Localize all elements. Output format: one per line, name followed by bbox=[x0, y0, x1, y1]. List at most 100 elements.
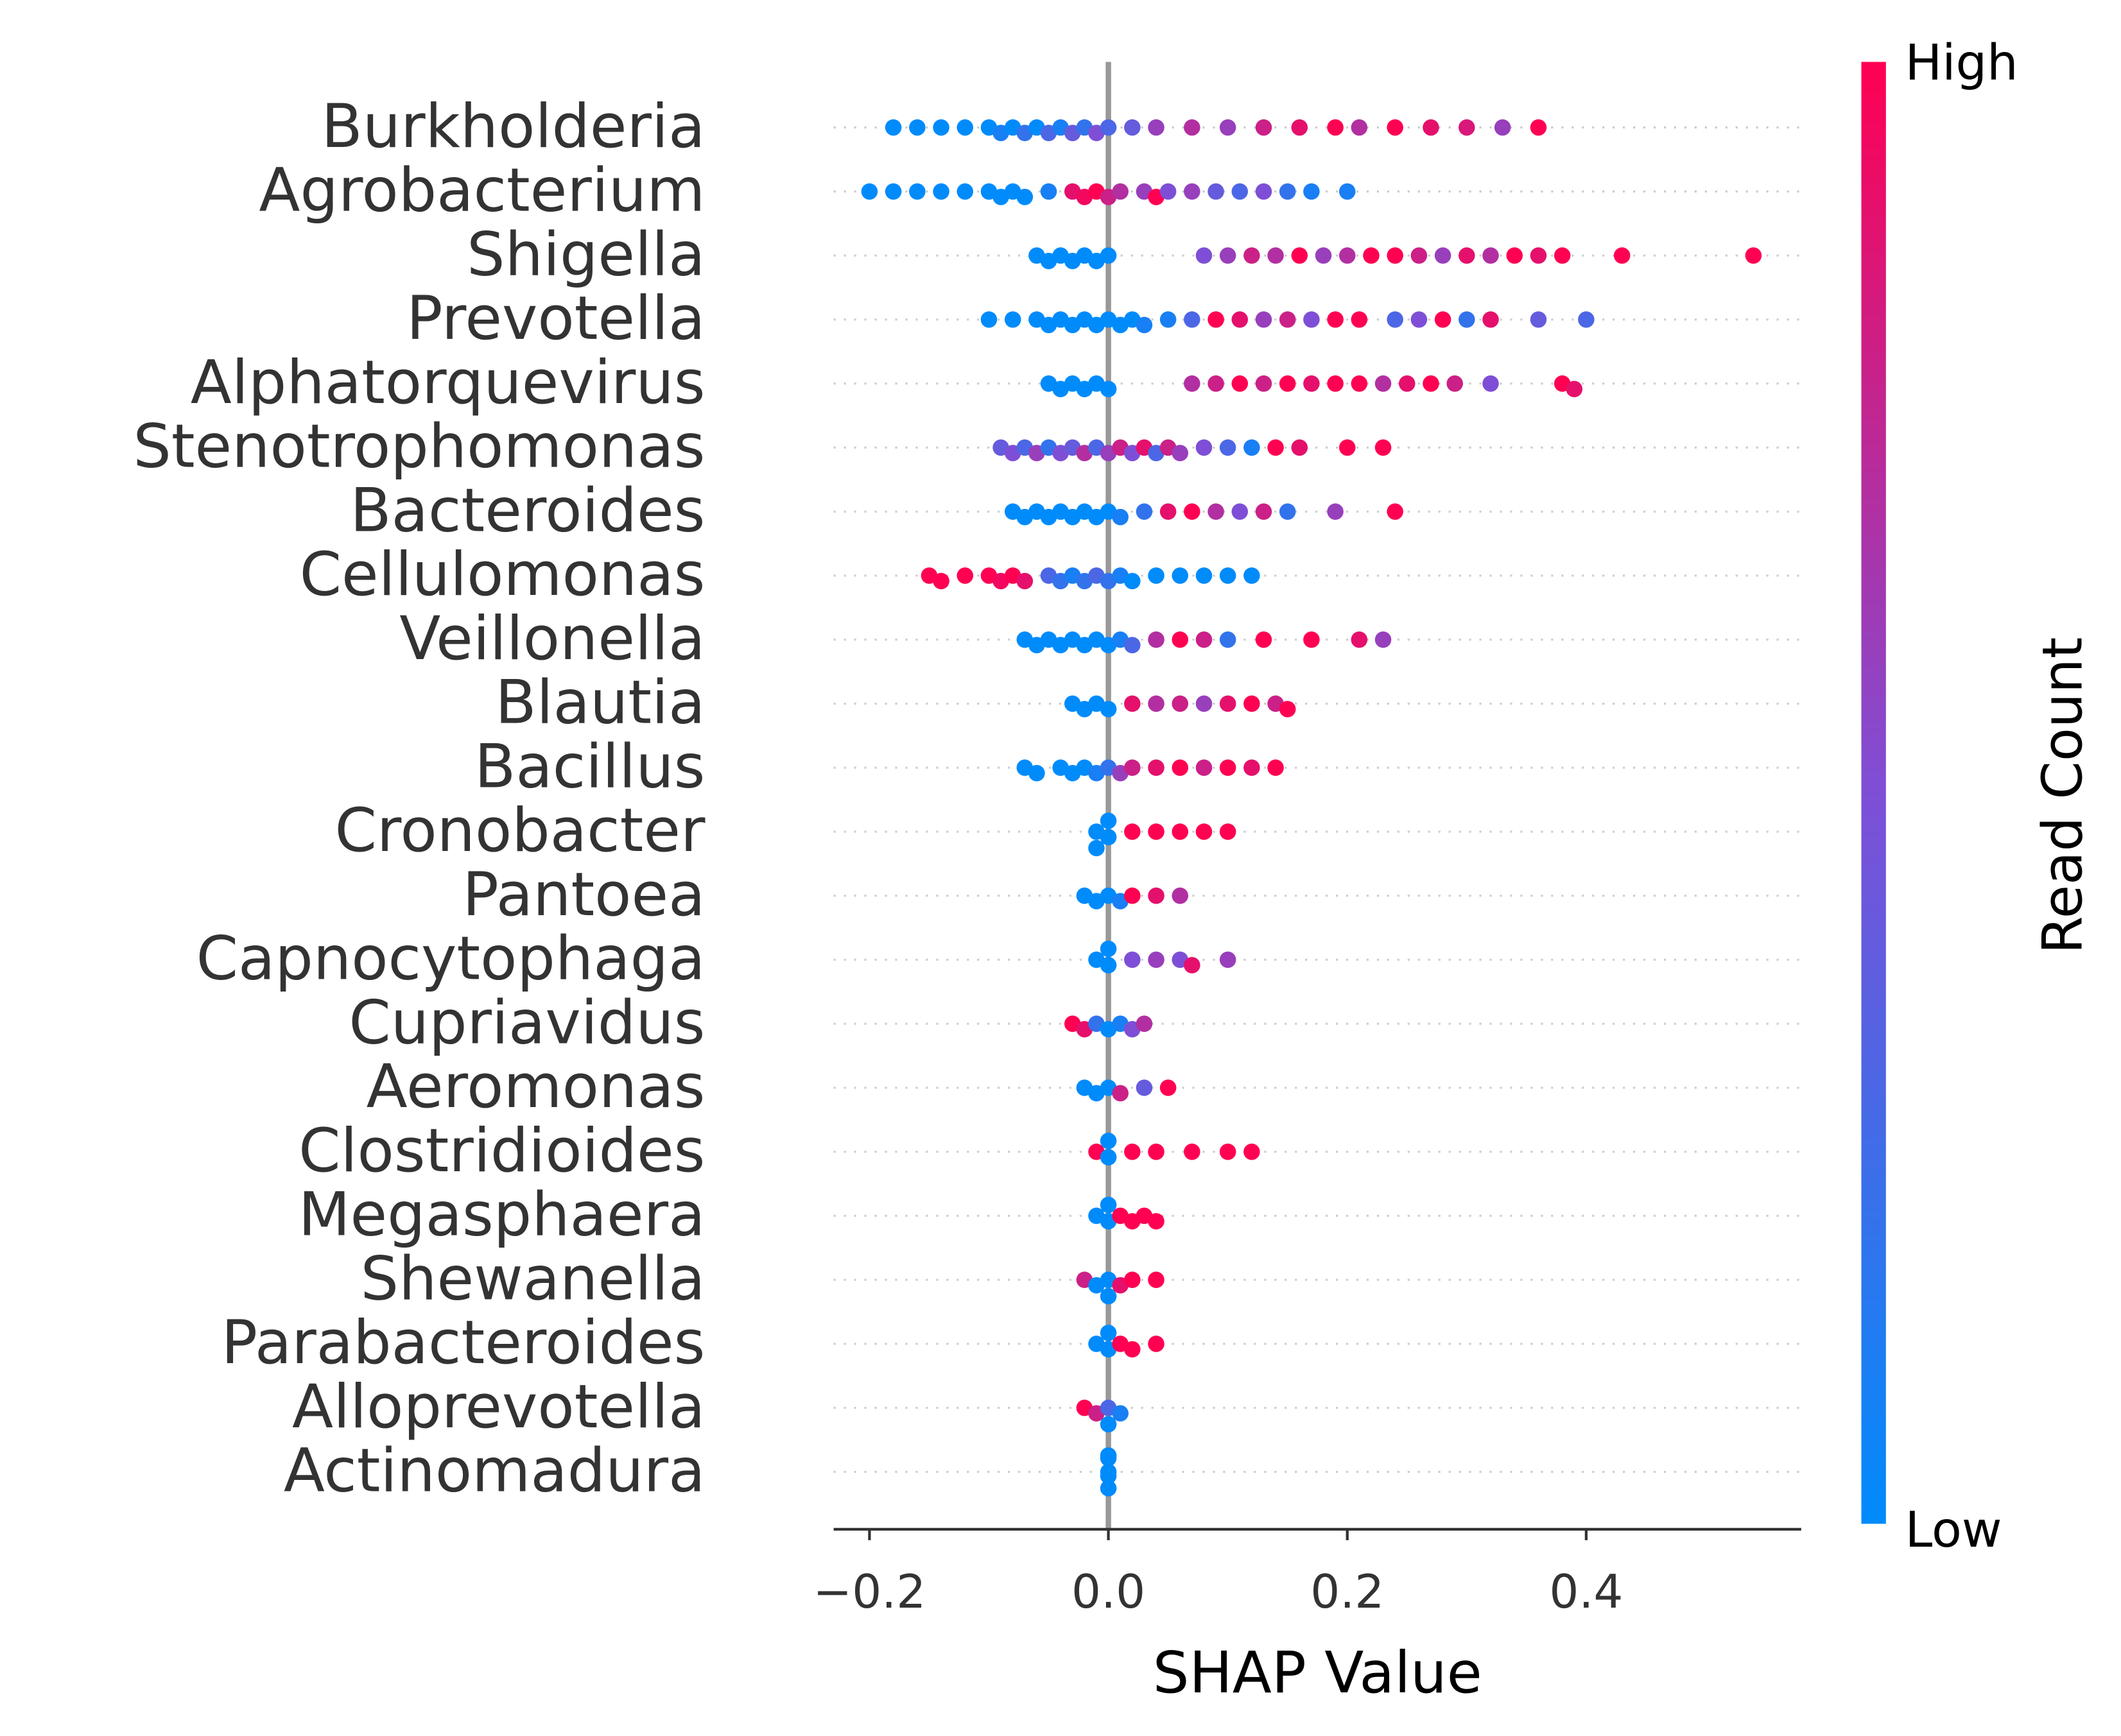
colorbar-label: Read Count bbox=[2031, 637, 2095, 954]
feature-label: Clostridioides bbox=[299, 1116, 705, 1186]
point bbox=[1136, 1079, 1153, 1096]
point bbox=[1399, 375, 1415, 392]
point bbox=[1279, 701, 1296, 718]
x-axis-label: SHAP Value bbox=[1153, 1640, 1482, 1706]
point bbox=[1208, 183, 1224, 200]
point bbox=[1148, 823, 1164, 840]
point bbox=[1100, 247, 1117, 264]
point bbox=[1100, 1132, 1117, 1149]
point bbox=[1208, 375, 1224, 392]
point bbox=[1219, 119, 1236, 136]
point bbox=[885, 119, 902, 136]
point bbox=[1291, 247, 1308, 264]
point bbox=[1148, 887, 1164, 904]
point bbox=[1243, 439, 1260, 456]
point bbox=[1148, 1271, 1164, 1288]
point bbox=[1148, 1336, 1164, 1352]
point bbox=[1172, 631, 1189, 648]
feature-label: Veillonella bbox=[399, 604, 705, 674]
point bbox=[1231, 311, 1249, 328]
point bbox=[1267, 247, 1284, 264]
point bbox=[1363, 247, 1380, 264]
point bbox=[1279, 503, 1296, 520]
point bbox=[1459, 311, 1475, 328]
point bbox=[1387, 311, 1403, 328]
point bbox=[933, 572, 949, 590]
point bbox=[1100, 1416, 1117, 1433]
point bbox=[1446, 375, 1463, 392]
point bbox=[1279, 311, 1296, 328]
point bbox=[1159, 183, 1177, 200]
feature-label: Bacteroides bbox=[350, 476, 705, 546]
point bbox=[1219, 951, 1236, 968]
x-tick-label: −0.2 bbox=[813, 1565, 926, 1619]
point bbox=[1100, 940, 1117, 958]
point bbox=[1148, 951, 1164, 968]
point bbox=[1374, 631, 1392, 648]
point bbox=[1434, 247, 1451, 264]
point bbox=[1195, 695, 1213, 712]
point bbox=[1327, 119, 1344, 136]
point bbox=[1410, 247, 1428, 264]
point bbox=[957, 183, 974, 200]
point bbox=[1172, 695, 1189, 712]
feature-label: Actinomadura bbox=[284, 1436, 706, 1506]
point bbox=[1136, 503, 1153, 520]
point bbox=[1100, 1325, 1117, 1341]
point bbox=[1255, 311, 1272, 328]
point bbox=[1459, 247, 1475, 264]
point bbox=[1184, 957, 1200, 974]
point bbox=[1255, 631, 1272, 648]
point bbox=[1100, 812, 1117, 829]
point bbox=[1255, 375, 1272, 392]
x-tick-label: 0.2 bbox=[1310, 1565, 1384, 1619]
x-tick-label: 0.4 bbox=[1549, 1565, 1623, 1619]
point bbox=[885, 183, 902, 200]
point bbox=[1124, 637, 1141, 653]
point bbox=[1208, 503, 1224, 520]
point bbox=[1136, 1015, 1153, 1032]
point bbox=[1243, 247, 1260, 264]
feature-label: Blautia bbox=[495, 668, 705, 738]
points bbox=[861, 119, 1762, 1497]
point bbox=[1172, 823, 1189, 840]
point bbox=[1219, 695, 1236, 712]
point bbox=[1148, 1143, 1164, 1160]
feature-label: Agrobacterium bbox=[259, 156, 705, 226]
point bbox=[1459, 119, 1475, 136]
point bbox=[1291, 439, 1308, 456]
point bbox=[1124, 1341, 1141, 1358]
point bbox=[1279, 183, 1296, 200]
point bbox=[1243, 695, 1260, 712]
point bbox=[933, 183, 949, 200]
point bbox=[1124, 759, 1141, 776]
point bbox=[1387, 247, 1403, 264]
point bbox=[1530, 247, 1547, 264]
point bbox=[1351, 631, 1368, 648]
point bbox=[1303, 375, 1320, 392]
feature-label: Aeromonas bbox=[367, 1052, 706, 1122]
point bbox=[861, 183, 878, 200]
feature-label: Burkholderia bbox=[321, 92, 705, 162]
point bbox=[909, 119, 926, 136]
point bbox=[1530, 119, 1547, 136]
point bbox=[1530, 311, 1547, 328]
point bbox=[1100, 957, 1117, 974]
point bbox=[1303, 183, 1320, 200]
point bbox=[980, 311, 998, 328]
point bbox=[1303, 631, 1320, 648]
point bbox=[1184, 119, 1200, 136]
point bbox=[1255, 503, 1272, 520]
point bbox=[1219, 759, 1236, 776]
point bbox=[1482, 311, 1499, 328]
point bbox=[957, 567, 974, 584]
point bbox=[1351, 119, 1368, 136]
point bbox=[1554, 247, 1571, 264]
point bbox=[1172, 759, 1189, 776]
point bbox=[1410, 311, 1428, 328]
point bbox=[1100, 1149, 1117, 1165]
point bbox=[1338, 183, 1356, 200]
point bbox=[1184, 503, 1200, 520]
point bbox=[1124, 951, 1141, 968]
